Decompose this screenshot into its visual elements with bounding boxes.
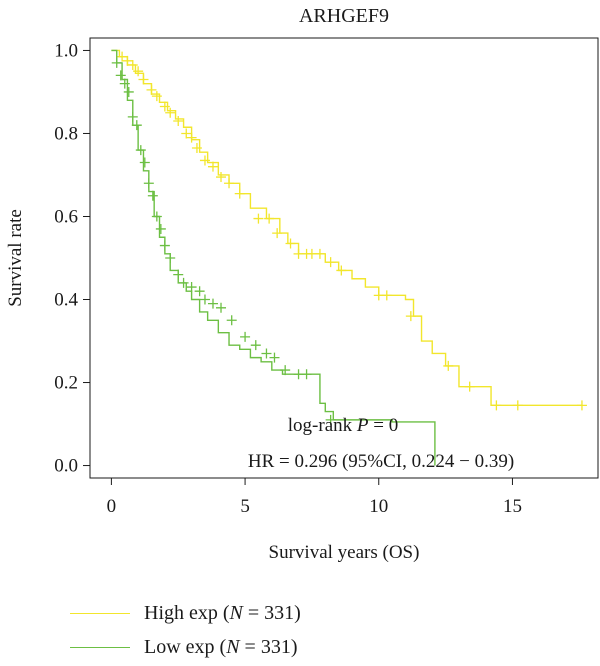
y-tick-label: 1.0 bbox=[54, 40, 78, 61]
x-tick-label: 5 bbox=[240, 496, 250, 517]
censor-mark-high-exp bbox=[464, 381, 475, 392]
legend-item-low-exp: Low exp (N = 331) bbox=[70, 630, 301, 664]
censor-mark-high-exp bbox=[146, 84, 157, 95]
legend-label-high-exp: High exp (N = 331) bbox=[144, 602, 301, 625]
censor-mark-high-exp bbox=[234, 188, 245, 199]
legend-low-n: N bbox=[226, 635, 240, 658]
censor-mark-high-exp bbox=[381, 290, 392, 301]
censor-mark-high-exp bbox=[576, 400, 587, 411]
legend-swatch-high-exp bbox=[70, 612, 130, 614]
censor-mark-low-exp bbox=[173, 269, 184, 280]
censor-mark-high-exp bbox=[207, 161, 218, 172]
censor-mark-high-exp bbox=[253, 213, 264, 224]
legend: High exp (N = 331) Low exp (N = 331) bbox=[70, 596, 301, 664]
censor-mark-high-exp bbox=[336, 265, 347, 276]
censor-mark-low-exp bbox=[216, 302, 227, 313]
y-tick-label: 0.2 bbox=[54, 373, 78, 394]
censor-mark-low-exp bbox=[139, 157, 150, 168]
censor-mark-high-exp bbox=[117, 51, 128, 62]
series-layer bbox=[111, 49, 587, 466]
censor-mark-low-exp bbox=[159, 240, 170, 251]
logrank-suffix: = 0 bbox=[369, 415, 399, 436]
censor-mark-low-exp bbox=[261, 348, 272, 359]
legend-low-suffix: = 331) bbox=[239, 635, 298, 658]
censor-mark-high-exp bbox=[325, 257, 336, 268]
censor-mark-low-exp bbox=[151, 211, 162, 222]
censor-mark-high-exp bbox=[138, 74, 149, 85]
legend-low-prefix: Low exp ( bbox=[144, 635, 227, 658]
y-tick-label: 0.4 bbox=[54, 290, 78, 311]
censor-mark-high-exp bbox=[199, 155, 210, 166]
censor-mark-high-exp bbox=[272, 228, 283, 239]
censor-mark-low-exp bbox=[250, 340, 261, 351]
censor-mark-low-exp bbox=[155, 223, 166, 234]
censor-mark-low-exp bbox=[280, 365, 291, 376]
x-tick-label: 10 bbox=[369, 496, 388, 517]
censor-mark-low-exp bbox=[269, 352, 280, 363]
censor-mark-high-exp bbox=[191, 143, 202, 153]
censor-mark-low-exp bbox=[131, 120, 142, 131]
censor-mark-low-exp bbox=[240, 331, 251, 342]
legend-swatch-low-exp bbox=[70, 646, 130, 648]
legend-item-high-exp: High exp (N = 331) bbox=[70, 596, 301, 630]
censor-mark-high-exp bbox=[173, 116, 184, 127]
censor-mark-high-exp bbox=[159, 101, 170, 112]
censor-mark-high-exp bbox=[285, 238, 296, 249]
legend-high-suffix: = 331) bbox=[242, 601, 301, 624]
y-tick-label: 0.6 bbox=[54, 206, 78, 227]
censor-mark-low-exp bbox=[119, 78, 130, 89]
censor-mark-high-exp bbox=[491, 400, 502, 411]
censor-mark-high-exp bbox=[151, 91, 162, 102]
censor-mark-high-exp bbox=[186, 132, 197, 143]
series-line-low-exp bbox=[111, 49, 436, 466]
censor-mark-low-exp bbox=[194, 286, 205, 297]
hr-annotation: HR = 0.296 (95%CI, 0.224 − 0.39) bbox=[248, 451, 514, 472]
y-tick-label: 0.8 bbox=[54, 123, 78, 144]
censor-mark-low-exp bbox=[301, 369, 312, 380]
legend-label-low-exp: Low exp (N = 331) bbox=[144, 636, 298, 659]
x-axis: 0 5 10 15 bbox=[107, 478, 522, 517]
censor-mark-high-exp bbox=[264, 213, 275, 224]
chart-title: ARHGEF9 bbox=[299, 5, 389, 27]
legend-high-n: N bbox=[229, 601, 243, 624]
x-tick-label: 0 bbox=[107, 496, 117, 517]
plot-frame bbox=[89, 37, 599, 479]
logrank-prefix: log-rank bbox=[288, 415, 357, 436]
y-axis: 0.0 0.2 0.4 0.6 0.8 1.0 bbox=[54, 40, 90, 477]
censor-mark-high-exp bbox=[127, 59, 138, 70]
legend-high-prefix: High exp ( bbox=[144, 601, 230, 624]
censor-mark-high-exp bbox=[512, 400, 523, 411]
censor-mark-low-exp bbox=[147, 190, 158, 201]
censor-mark-low-exp bbox=[178, 277, 189, 288]
logrank-p: P bbox=[356, 415, 369, 436]
censor-mark-low-exp bbox=[135, 145, 146, 156]
censor-mark-low-exp bbox=[325, 414, 336, 425]
y-tick-label: 0.0 bbox=[54, 456, 78, 477]
x-axis-label: Survival years (OS) bbox=[269, 542, 420, 563]
censor-mark-low-exp bbox=[123, 86, 134, 97]
logrank-annotation: log-rank P = 0 bbox=[288, 415, 398, 436]
series-line-high-exp bbox=[111, 49, 582, 407]
censor-mark-high-exp bbox=[181, 128, 192, 139]
censor-mark-low-exp bbox=[226, 315, 237, 326]
x-tick-label: 15 bbox=[503, 496, 522, 517]
censor-mark-high-exp bbox=[122, 55, 133, 66]
y-axis-label: Survival rate bbox=[5, 209, 26, 307]
censor-mark-high-exp bbox=[405, 311, 416, 322]
censor-mark-high-exp bbox=[314, 248, 325, 259]
censor-mark-high-exp bbox=[216, 172, 227, 183]
censor-mark-high-exp bbox=[133, 66, 144, 77]
censor-mark-low-exp bbox=[165, 253, 176, 263]
censor-mark-high-exp bbox=[224, 178, 235, 189]
censor-mark-low-exp bbox=[111, 57, 122, 68]
censor-mark-low-exp bbox=[115, 70, 126, 81]
censor-mark-high-exp bbox=[443, 360, 454, 371]
censor-mark-low-exp bbox=[127, 111, 138, 122]
censor-mark-high-exp bbox=[165, 107, 176, 118]
censor-mark-low-exp bbox=[143, 178, 154, 189]
censor-mark-low-exp bbox=[207, 298, 218, 309]
censor-mark-low-exp bbox=[199, 294, 210, 305]
censor-mark-low-exp bbox=[186, 282, 197, 293]
